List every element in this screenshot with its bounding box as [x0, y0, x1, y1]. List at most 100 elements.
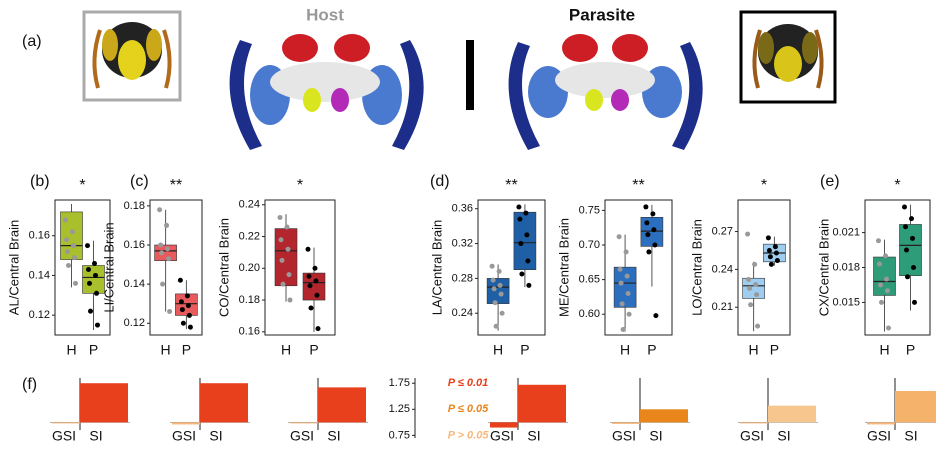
- plot-frame: [54, 199, 111, 336]
- data-point: [493, 323, 499, 329]
- data-point: [619, 301, 625, 307]
- x-tick-label: P: [182, 342, 191, 358]
- x-tick-label: P: [309, 342, 318, 358]
- data-point: [305, 246, 311, 252]
- x-tick-label: GSI: [172, 428, 196, 444]
- data-point: [885, 288, 890, 294]
- x-tick-label: H: [620, 342, 630, 358]
- legend-label: P ≤ 0.01: [448, 377, 489, 389]
- y-tick-label: 0.22: [239, 230, 260, 242]
- data-point: [745, 231, 751, 237]
- data-point: [645, 232, 651, 238]
- plot-frame: [149, 199, 203, 336]
- plot-frame: [604, 199, 673, 336]
- box: [274, 228, 298, 287]
- y-axis-label: LO/Central Brain: [689, 219, 704, 316]
- data-point: [85, 243, 90, 249]
- data-point: [754, 292, 760, 298]
- data-point: [617, 266, 623, 272]
- bar: [612, 422, 640, 424]
- data-point: [623, 249, 629, 255]
- data-point: [166, 256, 172, 262]
- data-point: [755, 323, 761, 329]
- data-point: [516, 204, 522, 210]
- x-tick-label: H: [161, 342, 171, 358]
- legend-label: P > 0.05: [448, 429, 490, 441]
- data-point: [909, 216, 914, 222]
- data-point: [313, 278, 319, 284]
- data-point: [177, 277, 183, 283]
- data-point: [903, 224, 908, 230]
- data-point: [287, 297, 293, 303]
- data-point: [277, 214, 283, 220]
- panel-label: (e): [820, 173, 840, 190]
- y-tick-label: 0.14: [29, 269, 50, 281]
- x-tick-label: SI: [777, 428, 790, 444]
- box: [640, 217, 664, 247]
- panel-label: (f): [22, 376, 37, 393]
- host-label: Host: [306, 5, 344, 24]
- data-point: [184, 293, 190, 299]
- x-tick-label: P: [89, 342, 98, 358]
- y-tick-label: 0.24: [712, 263, 733, 275]
- bar: [290, 422, 318, 424]
- y-tick-label: 0.24: [452, 307, 473, 319]
- data-point: [306, 273, 312, 279]
- data-point: [186, 312, 192, 318]
- bar: [200, 383, 248, 423]
- box: [742, 277, 765, 299]
- x-tick-label: SI: [649, 428, 662, 444]
- y-tick-label: 0.28: [452, 272, 473, 284]
- bar: [318, 387, 366, 423]
- x-tick-label: SI: [527, 428, 540, 444]
- bar: [52, 422, 80, 424]
- data-point: [158, 242, 164, 248]
- data-point: [625, 290, 631, 296]
- data-point: [497, 282, 503, 288]
- data-point: [747, 285, 753, 291]
- data-point: [911, 265, 916, 270]
- data-point: [164, 222, 170, 228]
- x-tick-label: GSI: [52, 428, 76, 444]
- bar: [640, 409, 688, 423]
- data-point: [167, 309, 173, 315]
- significance: *: [894, 177, 900, 194]
- x-tick-label: GSI: [867, 428, 891, 444]
- parasite-head-image: [739, 10, 837, 104]
- x-tick-label: GSI: [612, 428, 636, 444]
- data-point: [652, 242, 658, 248]
- data-point: [644, 220, 650, 226]
- plot-frame: [264, 199, 336, 336]
- panel-label: (a): [22, 33, 42, 50]
- y-tick-label: 0.16: [239, 326, 260, 338]
- plot-frame: [477, 199, 546, 336]
- data-point: [748, 302, 754, 308]
- data-point: [526, 282, 532, 288]
- data-point: [157, 207, 163, 213]
- data-point: [492, 300, 498, 306]
- host-head-image: [82, 10, 182, 102]
- data-point: [178, 299, 184, 305]
- y-tick-label: 0.16: [29, 230, 50, 242]
- data-point: [752, 261, 758, 267]
- data-point: [772, 244, 778, 250]
- data-point: [489, 263, 495, 269]
- data-point: [180, 320, 186, 326]
- data-point: [88, 308, 93, 314]
- data-point: [877, 261, 882, 267]
- data-point: [63, 217, 68, 223]
- y-tick-label: 0.18: [239, 294, 260, 306]
- data-point: [92, 261, 97, 267]
- box: [899, 224, 922, 276]
- data-point: [286, 272, 292, 278]
- x-tick-label: SI: [89, 428, 102, 444]
- x-tick-label: SI: [904, 428, 917, 444]
- x-tick-label: H: [281, 342, 291, 358]
- data-point: [308, 305, 314, 311]
- data-point: [912, 299, 917, 305]
- y-axis-label: CX/Central Brain: [816, 219, 831, 317]
- data-point: [753, 282, 759, 288]
- x-tick-label: P: [647, 342, 656, 358]
- box: [513, 211, 537, 270]
